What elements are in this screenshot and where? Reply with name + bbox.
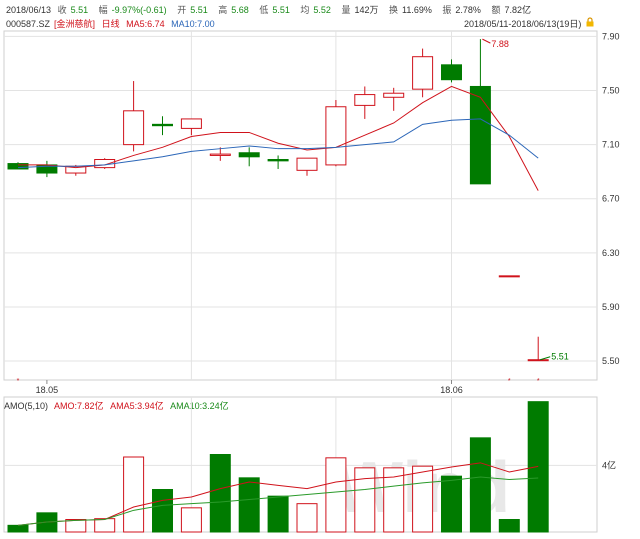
amo-bar: [469, 437, 491, 533]
amo-bar: [441, 475, 462, 533]
amo-bar: [7, 524, 29, 533]
legend-name: [金洲慈航]: [54, 19, 96, 29]
candle-body: [123, 110, 145, 146]
candle-body: [325, 106, 347, 166]
legend-ma5: MA5:6.74: [126, 19, 165, 29]
header-avg: 均 5.52: [300, 5, 331, 15]
amo-legend-ama5: AMA5:3.94亿: [110, 401, 164, 411]
amo-y-tick-label: 4亿: [602, 459, 616, 470]
amo-bar: [383, 467, 405, 533]
header-change: 幅 -9.97%(-0.61): [98, 5, 167, 15]
high-annotation-arrow: [482, 38, 491, 44]
amo-bar: [325, 457, 347, 533]
candle-body: [152, 123, 173, 127]
amo-legend-title: AMO(5,10): [4, 401, 49, 411]
header-amount: 额 7.82亿: [491, 5, 531, 15]
candle-body: [527, 359, 549, 362]
event-marker: *: [17, 378, 20, 385]
candle-body: [383, 92, 405, 98]
high-annotation-label: 7.88: [491, 39, 509, 49]
legend-period: 日线: [101, 19, 120, 29]
price-y-tick-label: 6.30: [602, 248, 620, 258]
price-y-tick-label: 6.70: [602, 194, 620, 204]
candle-body: [209, 153, 231, 156]
price-y-tick-label: 7.10: [602, 140, 620, 150]
header-open: 开 5.51: [177, 5, 208, 15]
legend-ma10: MA10:7.00: [171, 19, 215, 29]
price-y-tick-label: 7.90: [602, 31, 620, 41]
amo-legend-ama10: AMA10:3.24亿: [170, 401, 229, 411]
price-y-tick-label: 5.50: [602, 356, 620, 366]
ma10-line: [17, 118, 539, 169]
header-turnover: 换 11.69%: [389, 5, 432, 15]
candle-body: [7, 163, 29, 170]
header-date: 2018/06/13: [6, 5, 52, 15]
legend-code: 000587.SZ: [6, 19, 51, 29]
amo-bar: [209, 454, 231, 533]
header-high: 高 5.68: [218, 5, 249, 15]
amo-bar: [123, 456, 145, 533]
x-tick-label: 18.05: [36, 385, 59, 395]
date-range-label: 2018/05/11-2018/06/13(19日): [464, 19, 582, 29]
event-marker: *: [508, 378, 511, 385]
ama10-line: [17, 476, 539, 526]
header-volume: 量 142万: [341, 5, 379, 15]
candle-body: [498, 275, 520, 278]
amo-bar: [180, 507, 202, 533]
amo-bar: [65, 519, 87, 533]
amo-bar: [267, 495, 289, 533]
candle-body: [296, 157, 318, 171]
x-tick-label: 18.06: [440, 385, 463, 395]
low-annotation-arrow: [540, 356, 551, 361]
amo-bar: [412, 465, 434, 533]
header-close: 收 5.51: [57, 5, 89, 15]
amo-bar: [354, 467, 376, 533]
price-panel-border: [3, 30, 598, 381]
lock-icon[interactable]: [585, 17, 595, 27]
ma5-line: [18, 85, 539, 191]
low-annotation-label: 5.51: [551, 352, 569, 362]
candle-body: [180, 118, 202, 129]
legend-bar: 000587.SZ [金洲慈航] 日线 MA5:6.74 MA10:7.00: [6, 19, 219, 30]
candle-body: [469, 85, 491, 185]
price-y-tick-label: 5.90: [602, 302, 620, 312]
amo-bar: [296, 503, 318, 533]
candle-body: [441, 64, 462, 81]
header-amplitude: 振 2.78%: [442, 5, 481, 15]
header-low: 低 5.51: [259, 5, 290, 15]
amo-bar: [94, 518, 116, 533]
amo-bar: [238, 477, 260, 533]
candle-body: [412, 56, 434, 90]
amo-legend-amo: AMO:7.82亿: [54, 401, 104, 411]
amo-bar: [152, 489, 173, 533]
amo-bar: [498, 519, 520, 533]
amo-legend-bar: AMO(5,10) AMO:7.82亿 AMA5:3.94亿 AMA10:3.2…: [4, 401, 233, 412]
candle-body: [354, 94, 376, 106]
candle-body: [238, 152, 260, 158]
price-y-tick-label: 7.50: [602, 86, 620, 96]
event-marker: *: [537, 378, 540, 385]
candle-body: [267, 159, 289, 162]
